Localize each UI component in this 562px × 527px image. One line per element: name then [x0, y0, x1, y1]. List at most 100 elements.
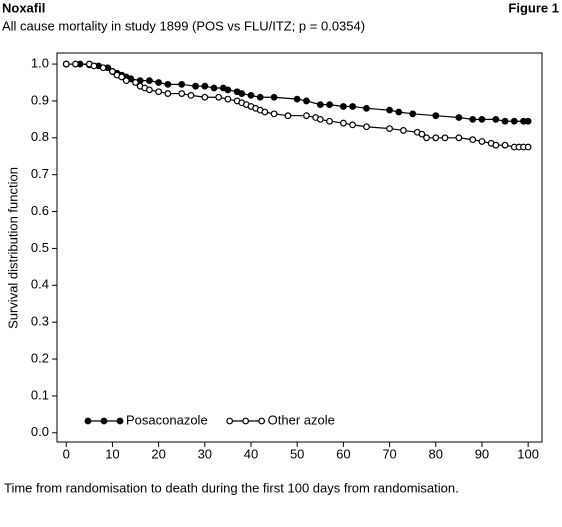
- legend-label: Posaconazole: [126, 412, 208, 427]
- data-point: [145, 77, 153, 85]
- data-point: [99, 64, 107, 72]
- legend-label: Other azole: [268, 412, 335, 427]
- data-point: [349, 121, 357, 129]
- legend-marker: [226, 417, 234, 425]
- data-point: [478, 115, 486, 123]
- data-point: [72, 60, 79, 68]
- legend-marker: [100, 417, 108, 425]
- data-point: [224, 95, 232, 103]
- data-point: [432, 112, 440, 120]
- data-point: [363, 104, 370, 112]
- data-point: [469, 136, 477, 144]
- legend-marker: [242, 417, 250, 425]
- data-point: [409, 110, 417, 118]
- y-tick-label: 0.0: [31, 424, 49, 439]
- data-point: [455, 114, 463, 121]
- x-tick-label: 90: [475, 446, 489, 461]
- y-tick-label: 1.0: [31, 55, 49, 70]
- data-point: [441, 134, 449, 142]
- data-point: [400, 127, 407, 134]
- y-tick-label: 0.7: [31, 166, 49, 181]
- data-point: [418, 130, 426, 138]
- data-point: [386, 125, 393, 132]
- data-point: [178, 90, 186, 97]
- data-point: [469, 115, 477, 123]
- data-point: [349, 103, 357, 110]
- x-tick-label: 30: [198, 446, 212, 461]
- y-tick-label: 0.2: [31, 350, 49, 365]
- data-point: [492, 141, 500, 149]
- data-point: [192, 82, 199, 90]
- header-right: Figure 1: [508, 0, 559, 15]
- data-point: [293, 95, 301, 103]
- data-point: [510, 117, 518, 125]
- data-point: [90, 62, 98, 70]
- data-point: [256, 93, 264, 101]
- y-tick-label: 0.5: [31, 240, 49, 255]
- data-point: [478, 138, 486, 145]
- data-point: [432, 134, 440, 142]
- data-point: [210, 84, 218, 92]
- data-point: [132, 79, 139, 86]
- legend-marker: [84, 417, 92, 425]
- x-tick-label: 10: [105, 446, 119, 461]
- x-tick-label: 20: [151, 446, 165, 461]
- data-point: [363, 123, 370, 131]
- data-point: [492, 115, 500, 123]
- data-point: [339, 103, 347, 110]
- data-point: [238, 90, 246, 97]
- x-tick-label: 70: [382, 446, 396, 461]
- data-point: [109, 68, 116, 75]
- data-point: [423, 134, 430, 142]
- data-point: [247, 92, 255, 99]
- y-tick-label: 0.9: [31, 92, 49, 107]
- data-point: [145, 86, 153, 94]
- data-point: [501, 117, 509, 125]
- y-tick-label: 0.6: [31, 203, 49, 218]
- x-tick-label: 60: [336, 446, 350, 461]
- data-point: [326, 101, 333, 109]
- data-point: [270, 93, 278, 101]
- x-tick-label: 0: [63, 446, 70, 461]
- data-point: [395, 108, 403, 116]
- x-tick-label: 40: [244, 446, 258, 461]
- x-tick-label: 80: [429, 446, 443, 461]
- y-tick-label: 0.4: [31, 277, 49, 292]
- y-tick-label: 0.3: [31, 314, 49, 329]
- header-left: Noxafil: [2, 0, 45, 15]
- data-point: [164, 80, 172, 88]
- data-point: [524, 117, 532, 125]
- data-point: [284, 112, 292, 120]
- data-point: [261, 108, 269, 116]
- data-point: [524, 143, 532, 151]
- data-point: [224, 86, 232, 94]
- data-point: [386, 106, 393, 114]
- data-point: [270, 110, 278, 118]
- legend-marker: [258, 417, 266, 425]
- data-point: [215, 93, 223, 101]
- y-tick-label: 0.8: [31, 129, 49, 144]
- data-point: [316, 101, 324, 109]
- data-point: [178, 80, 186, 88]
- caption: Time from randomisation to death during …: [4, 480, 459, 495]
- data-point: [155, 79, 163, 86]
- legend-marker: [116, 417, 124, 425]
- series-line: [66, 63, 529, 122]
- x-tick-label: 100: [517, 446, 539, 461]
- data-point: [187, 92, 195, 99]
- data-point: [164, 90, 172, 97]
- data-point: [303, 112, 310, 120]
- data-point: [62, 60, 70, 68]
- data-point: [118, 73, 126, 81]
- data-point: [155, 88, 163, 96]
- data-point: [122, 77, 130, 85]
- data-point: [501, 141, 509, 149]
- data-point: [455, 134, 463, 142]
- y-axis-label: Survival distribution function: [5, 167, 20, 329]
- data-point: [339, 119, 347, 127]
- data-point: [316, 115, 324, 123]
- chart-title: All cause mortality in study 1899 (POS v…: [2, 18, 365, 33]
- plot-frame: [56, 52, 543, 443]
